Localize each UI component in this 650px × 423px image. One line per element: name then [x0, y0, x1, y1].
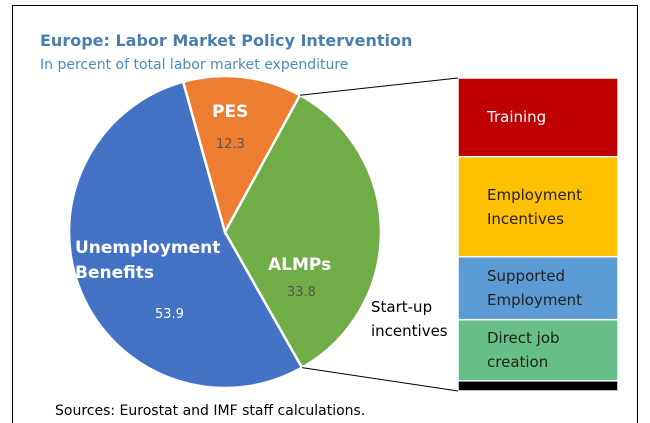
slice-value: 12.3: [216, 137, 245, 152]
source: Sources: Eurostat and IMF staff calculat…: [55, 403, 365, 419]
connector: [299, 77, 459, 96]
bar-segment: [457, 155, 619, 258]
slice-value: 33.8: [287, 285, 316, 300]
bar-label: Training: [487, 108, 547, 127]
bar-label: Supported Employment: [487, 267, 583, 310]
slice-label: Unemployment Benefits: [75, 238, 221, 283]
bar-label: Start-up incentives: [371, 298, 448, 340]
bar-label: Direct job creation: [487, 329, 560, 372]
pie-slice: [223, 93, 383, 370]
chart-title: Europe: Labor Market Policy Intervention: [40, 31, 412, 50]
slice-label: ALMPs: [268, 255, 332, 275]
pie-slice: [67, 80, 304, 390]
slice-label: PES: [212, 102, 249, 122]
bar-segment: [457, 380, 619, 392]
frame: [12, 5, 638, 423]
pie-slice: [181, 74, 302, 236]
connector: [301, 367, 459, 392]
slice-value: 53.9: [155, 307, 184, 322]
bar-segment: [457, 255, 619, 321]
bar-segment: [457, 77, 619, 158]
chart-subtitle: In percent of total labor market expendi…: [40, 57, 348, 73]
bar-label: Employment Incentives: [487, 185, 583, 228]
